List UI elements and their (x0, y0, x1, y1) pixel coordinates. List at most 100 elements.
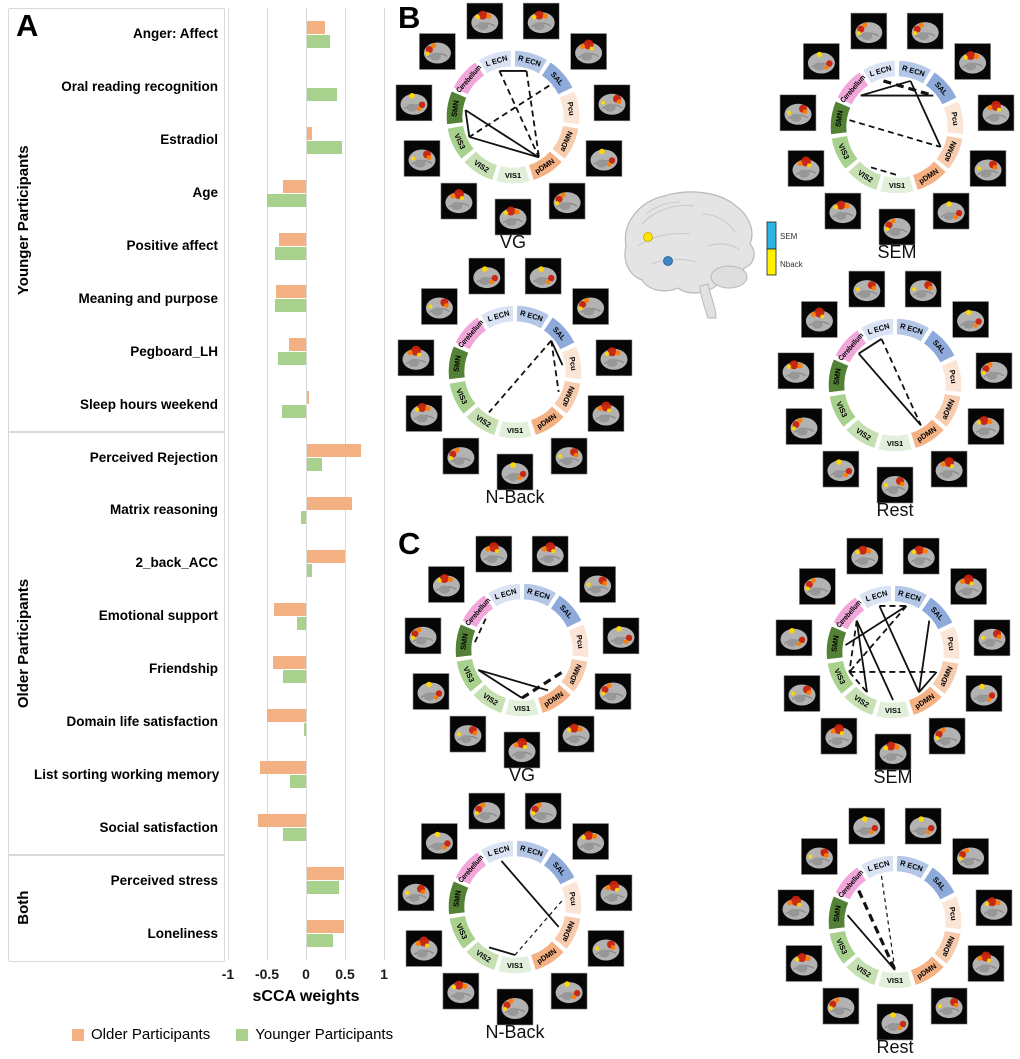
diagram-title: Rest (876, 1037, 914, 1057)
brain-render (612, 184, 782, 334)
brain-colorbar: SEM Nback (766, 218, 824, 287)
activation-hotspot (513, 742, 519, 748)
network-segment-r-ecn (515, 304, 551, 331)
diagram-svg: R ECNSALPcuaDMNpDMNVIS1VIS2VIS3SMNCerebe… (404, 535, 640, 769)
activation-hotspot (606, 162, 612, 167)
category-label: List sorting working memory (34, 766, 220, 782)
segment-label-vis1: VIS1 (887, 976, 903, 985)
network-segment-sal (924, 70, 959, 107)
activation-hotspot (927, 285, 933, 291)
activation-hotspot (442, 845, 447, 850)
x-tick-1: 1 (380, 966, 388, 982)
brain-thumbnail (440, 182, 478, 220)
network-segment-l-ecn (857, 584, 893, 611)
activation-hotspot (564, 981, 570, 987)
activation-hotspot (979, 683, 985, 690)
activation-hotspot (885, 221, 893, 229)
panel-b-label: B (398, 0, 421, 35)
activation-hotspot (794, 957, 800, 962)
network-segment-smn (829, 99, 853, 136)
activation-hotspot (503, 1007, 507, 1011)
activation-hotspot (474, 811, 479, 816)
connection-dashed (849, 119, 941, 148)
network-segment-vis3 (448, 379, 478, 416)
activation-hotspot (966, 51, 976, 60)
network-segment-smn (445, 89, 469, 126)
group-label-0: Younger Participants (15, 145, 32, 296)
activation-hotspot (573, 452, 579, 458)
thumbnail-inner (915, 290, 927, 299)
category-label: Loneliness (147, 925, 218, 941)
network-diagram-c-vg: R ECN SAL Pcu aDMN pDMN VIS1 VIS2 VIS3 SMN Cerebe… (387, 530, 657, 800)
activation-hotspot (462, 983, 468, 989)
thumbnail-inner (505, 218, 517, 226)
network-segment-pdmn (536, 682, 573, 715)
connection-solid (845, 605, 908, 646)
diagram-svg: R ECNSALPcuaDMNpDMNVIS1VIS2VIS3SMNCerebe… (397, 257, 633, 491)
thumbnail-inner (514, 751, 526, 759)
segment-label-vis1: VIS1 (507, 961, 523, 970)
bar-older (282, 179, 306, 193)
connection-dashed (870, 166, 898, 176)
activation-hotspot (409, 93, 415, 99)
bar-older (307, 496, 353, 510)
brain-thumbnail (405, 930, 443, 967)
activation-hotspot (555, 195, 563, 203)
network-segment-smn (447, 879, 471, 916)
connection-thick-dashed (883, 79, 934, 98)
brain-thumbnail (967, 408, 1005, 445)
sem-seed-dot (643, 232, 653, 242)
network-segment-sal (920, 595, 955, 632)
activation-hotspot (789, 360, 799, 370)
colorbar-nback-label: Nback (780, 260, 804, 269)
brain-thumbnail (967, 945, 1005, 982)
activation-hotspot (489, 279, 494, 285)
thumbnail-inner (416, 949, 428, 958)
activation-hotspot (581, 835, 586, 840)
activation-hotspot (798, 636, 806, 643)
segment-label-smn: SMN (831, 368, 842, 386)
activation-hotspot (883, 745, 889, 751)
brain-thumbnail (930, 987, 968, 1025)
network-segment-pcu (559, 344, 583, 381)
thumbnail-inner (414, 159, 426, 168)
category-label: Meaning and purpose (78, 290, 218, 306)
network-segment-cerebellum (831, 595, 866, 632)
activation-hotspot (964, 848, 970, 853)
thumbnail-inner (798, 169, 810, 178)
activation-hotspot (546, 279, 551, 285)
colorbar-sem-label: SEM (780, 232, 798, 241)
activation-hotspot (538, 266, 544, 272)
bar-younger (283, 669, 306, 683)
activation-hotspot (899, 1020, 907, 1028)
activation-hotspot (926, 829, 931, 835)
diagram-title: VG (508, 765, 535, 785)
activation-hotspot (425, 943, 429, 948)
thumbnail-inner (613, 636, 625, 645)
thumbnail-inner (963, 320, 975, 329)
activation-hotspot (897, 1025, 903, 1031)
thumbnail-inner (965, 62, 977, 71)
thumbnail-inner (598, 949, 610, 958)
thumbnail-inner (561, 457, 573, 466)
brain-thumbnail (403, 140, 441, 177)
diagram-svg: R ECNSALPcuaDMNpDMNVIS1VIS2VIS3SMNCerebe… (779, 12, 1015, 246)
thumbnail-inner (887, 1023, 899, 1031)
activation-hotspot (428, 304, 433, 309)
bar-younger (281, 405, 306, 419)
connection-solid (469, 136, 540, 159)
activation-hotspot (475, 805, 483, 813)
activation-hotspot (950, 464, 955, 469)
thumbnail-inner (939, 737, 951, 746)
network-segment-admn (932, 929, 962, 966)
connection-solid (909, 80, 942, 148)
thumbnail-inner (561, 992, 573, 1001)
thumbnail-inner (790, 113, 802, 122)
thumbnail-inner (408, 893, 420, 902)
network-segment-l-ecn (479, 839, 515, 866)
brain-thumbnail (412, 673, 450, 710)
thumbnail-inner (507, 473, 519, 481)
activation-hotspot (571, 994, 577, 1000)
thumbnail-inner (796, 427, 808, 436)
thumbnail-inner (941, 1007, 953, 1016)
